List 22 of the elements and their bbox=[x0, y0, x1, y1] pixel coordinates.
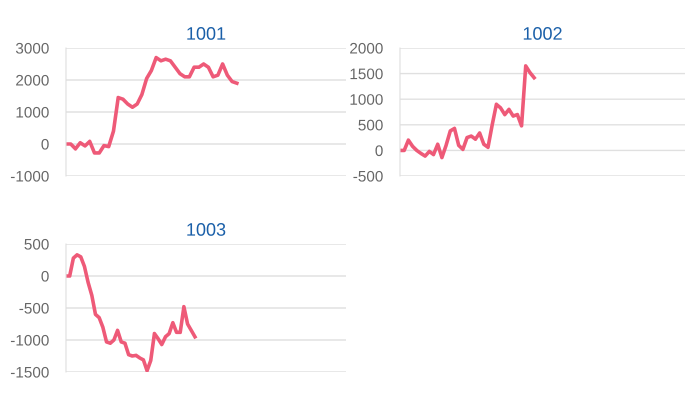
y-tick-label: -1000 bbox=[10, 334, 49, 346]
chart-title: 1003 bbox=[187, 223, 226, 236]
chart-title: 1002 bbox=[524, 27, 562, 40]
y-tick-label: 1000 bbox=[16, 106, 49, 118]
y-tick-label: 0 bbox=[41, 138, 49, 150]
y-tick-label: -1500 bbox=[10, 366, 49, 378]
y-tick-label: 1000 bbox=[350, 94, 383, 105]
y-tick-label: 500 bbox=[24, 238, 49, 250]
line-series bbox=[66, 56, 239, 155]
line-series bbox=[66, 253, 197, 372]
y-tick-label: 1500 bbox=[350, 68, 383, 80]
y-tick-label: 2000 bbox=[350, 42, 383, 54]
y-tick-label: -1000 bbox=[10, 170, 49, 182]
chart-title: 1001 bbox=[187, 27, 226, 40]
line-series bbox=[400, 64, 536, 160]
y-tick-label: 3000 bbox=[16, 42, 49, 54]
y-tick-label: 0 bbox=[41, 270, 49, 282]
y-tick-label: -500 bbox=[353, 170, 383, 182]
y-tick-label: -500 bbox=[19, 302, 49, 314]
y-tick-label: 0 bbox=[375, 145, 383, 156]
y-tick-label: 500 bbox=[358, 120, 383, 130]
y-tick-label: 2000 bbox=[16, 74, 49, 86]
